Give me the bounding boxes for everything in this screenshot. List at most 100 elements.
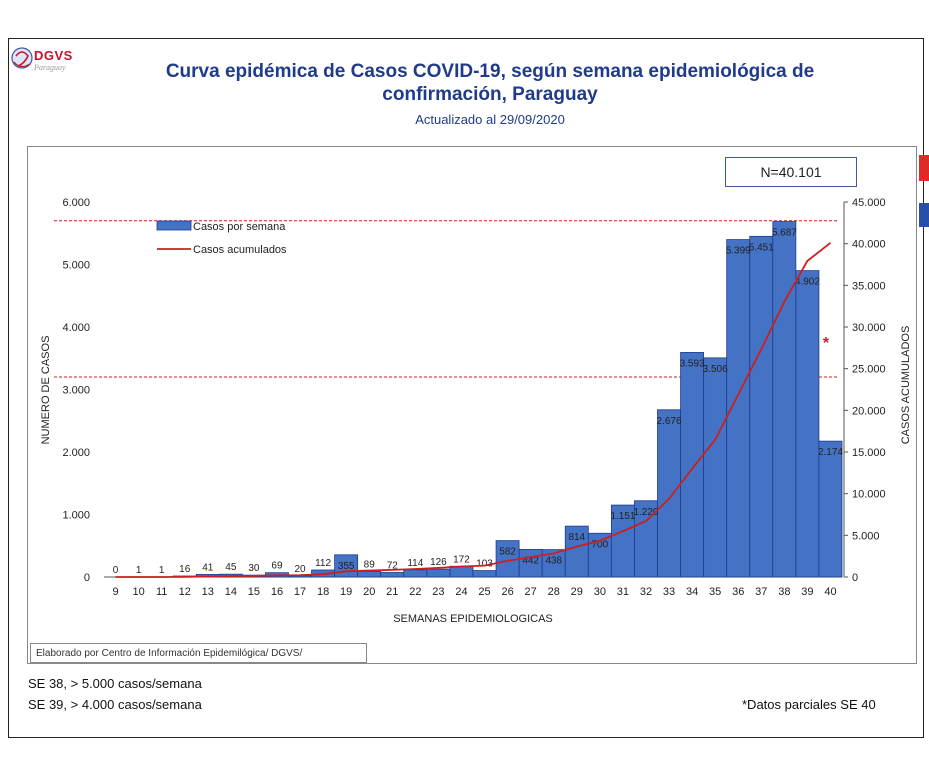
x-tick-label: 16	[271, 586, 283, 598]
logo-text: DGVS	[34, 48, 73, 63]
bar	[703, 357, 728, 578]
chart-title: Curva epidémica de Casos COVID-19, según…	[60, 60, 920, 106]
bar-value-label: 30	[248, 563, 260, 574]
bar-value-label: 442	[522, 555, 539, 566]
y2-tick-label: 10.000	[852, 489, 886, 501]
bar	[426, 568, 451, 578]
note-se39: SE 39, > 4.000 casos/semana	[28, 697, 202, 712]
bar	[472, 570, 497, 578]
bar	[795, 270, 820, 578]
bar	[403, 569, 428, 578]
total-cases-box: N=40.101	[725, 157, 857, 187]
x-tick-label: 17	[294, 586, 306, 598]
bar-value-label: 1.151	[610, 511, 635, 522]
bar	[772, 221, 797, 578]
x-tick-label: 18	[317, 586, 329, 598]
bar-value-label: 2.174	[818, 447, 843, 458]
x-tick-label: 27	[525, 586, 537, 598]
slide-frame	[8, 38, 924, 738]
y2-axis-label: CASOS ACUMULADOS	[900, 326, 912, 445]
bar-value-label: 20	[294, 564, 306, 575]
bar	[818, 440, 843, 578]
x-tick-label: 13	[202, 586, 214, 598]
x-tick-label: 26	[501, 586, 513, 598]
bar-value-label: 1	[136, 565, 142, 576]
x-tick-label: 11	[156, 586, 167, 598]
bar-value-label: 5.687	[772, 228, 797, 239]
bar-value-label: 700	[592, 539, 609, 550]
bar-value-label: 112	[315, 558, 331, 569]
x-tick-label: 24	[455, 586, 467, 598]
x-tick-label: 29	[571, 586, 583, 598]
x-tick-label: 32	[640, 586, 652, 598]
bar-value-label: 438	[545, 556, 562, 567]
bar-value-label: 3.593	[680, 358, 705, 369]
x-tick-label: 9	[112, 586, 118, 598]
bar-value-label: 103	[476, 559, 493, 570]
y-tick-label: 3.000	[62, 385, 90, 397]
y2-tick-label: 15.000	[852, 447, 886, 459]
bar-value-label: 3.506	[703, 364, 728, 375]
cumulative-line	[115, 242, 832, 578]
x-tick-label: 38	[778, 586, 790, 598]
bar	[680, 352, 705, 578]
chart-subtitle: Actualizado al 29/09/2020	[415, 112, 565, 127]
x-axis-label: SEMANAS EPIDEMIOLOGICAS	[393, 613, 553, 625]
x-tick-label: 28	[548, 586, 560, 598]
x-tick-label: 21	[386, 586, 398, 598]
x-tick-label: 12	[179, 586, 191, 598]
x-tick-label: 35	[709, 586, 721, 598]
x-tick-label: 37	[755, 586, 767, 598]
bar-value-label: 16	[179, 564, 191, 575]
bar-value-label: 45	[225, 562, 237, 573]
bar	[657, 409, 681, 578]
bar-value-label: 355	[338, 561, 355, 572]
bar-value-label: 41	[202, 562, 214, 573]
bar	[380, 572, 405, 578]
y-tick-label: 4.000	[62, 322, 90, 334]
x-tick-label: 14	[225, 586, 237, 598]
y-axis-label: NUMERO DE CASOS	[40, 336, 52, 445]
bar-value-label: 4.902	[795, 277, 820, 288]
bar-value-label: 172	[453, 554, 470, 565]
bar-value-label: 2.676	[657, 416, 682, 427]
x-tick-label: 30	[594, 586, 606, 598]
bar-value-label: 5.451	[749, 242, 774, 253]
bar-value-label: 1.220	[633, 507, 658, 518]
y-tick-label: 5.000	[62, 260, 90, 272]
note-partial-data: *Datos parciales SE 40	[742, 697, 876, 712]
x-tick-label: 22	[409, 586, 421, 598]
credit-label: Elaborado por Centro de Información Epid…	[30, 643, 367, 663]
note-se38: SE 38, > 5.000 casos/semana	[28, 676, 202, 691]
legend-bar-label: Casos por semana	[193, 221, 286, 233]
bar-value-label: 1	[159, 565, 165, 576]
legend-bar-swatch	[156, 220, 192, 231]
partial-data-asterisk: *	[823, 335, 830, 352]
y2-tick-label: 30.000	[852, 322, 886, 334]
y2-tick-label: 5.000	[852, 530, 880, 542]
flag-blue-stripe	[919, 203, 929, 227]
x-tick-label: 34	[686, 586, 698, 598]
y2-tick-label: 0	[852, 572, 858, 584]
bar-value-label: 72	[387, 561, 399, 572]
y-tick-label: 6.000	[62, 197, 90, 209]
bar-value-label: 126	[430, 557, 447, 568]
y2-tick-label: 35.000	[852, 280, 886, 292]
y-tick-label: 2.000	[62, 447, 90, 459]
logo-subtext: Paraguay	[34, 63, 66, 72]
x-tick-label: 23	[432, 586, 444, 598]
x-tick-label: 36	[732, 586, 744, 598]
x-tick-label: 15	[248, 586, 260, 598]
x-tick-label: 10	[132, 586, 144, 598]
x-tick-label: 19	[340, 586, 352, 598]
bar-value-label: 814	[568, 532, 585, 543]
flag-red-stripe	[919, 155, 929, 181]
x-tick-label: 31	[617, 586, 629, 598]
y2-tick-label: 20.000	[852, 405, 886, 417]
bar-value-label: 0	[113, 565, 119, 576]
x-tick-label: 33	[663, 586, 675, 598]
bar	[357, 571, 382, 578]
bar	[726, 239, 751, 578]
